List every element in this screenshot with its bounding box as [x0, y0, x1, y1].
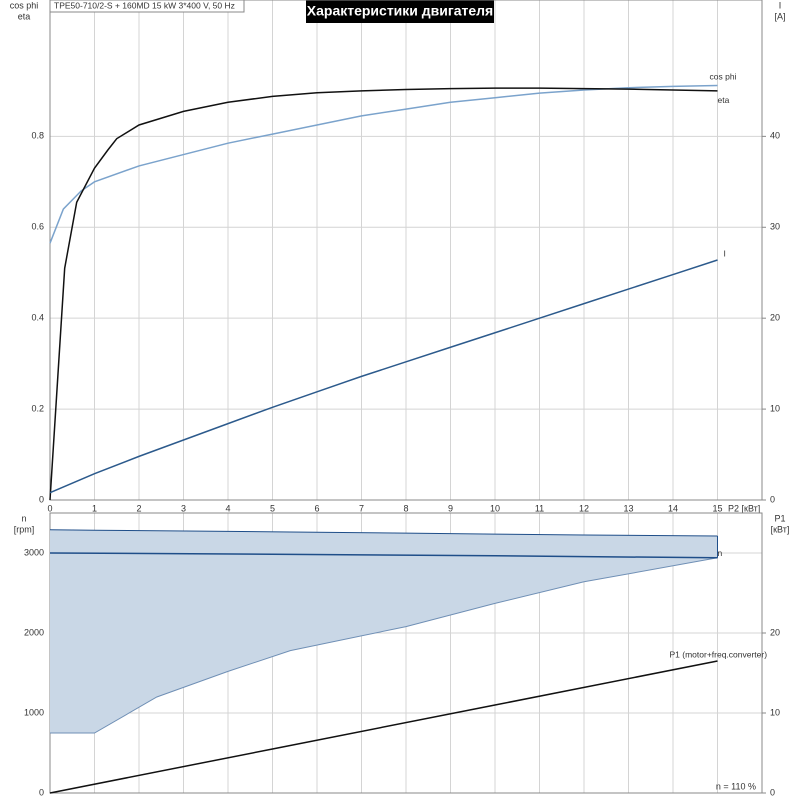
series-label: n [718, 548, 723, 558]
series-line [49, 660, 718, 794]
y-tick-label: 0.2 [31, 403, 44, 413]
y-tick-label: 0.4 [31, 313, 44, 323]
title-box [306, 0, 494, 23]
x-tick-label: 1 [92, 503, 97, 513]
x-tick-label: 14 [668, 503, 678, 513]
x-tick-label: 7 [359, 503, 364, 513]
y-tick-label: 0 [39, 494, 44, 504]
series-line [49, 259, 718, 494]
y-tick-label: 2000 [24, 627, 44, 637]
y-axis-label: [rpm] [14, 524, 35, 534]
y-tick-label: 0.6 [31, 222, 44, 232]
y2-tick-label: 30 [770, 222, 780, 232]
series-label: eta [718, 95, 730, 105]
x-tick-label: 2 [136, 503, 141, 513]
x-tick-label: 12 [579, 503, 589, 513]
y2-tick-label: 0 [770, 787, 775, 797]
y-tick-label: 1000 [24, 707, 44, 717]
y2-axis-label: [A] [774, 11, 785, 21]
band-fill [50, 529, 718, 733]
y2-tick-label: 20 [770, 627, 780, 637]
x-tick-label: 10 [490, 503, 500, 513]
y2-tick-label: 40 [770, 131, 780, 141]
y2-tick-label: 10 [770, 403, 780, 413]
series-label: P1 (motor+freq.converter) [670, 649, 768, 659]
x-tick-label: 3 [181, 503, 186, 513]
x-axis-label: P2 [кВт] [728, 503, 760, 513]
x-tick-label: 5 [270, 503, 275, 513]
x-tick-label: 15 [712, 503, 722, 513]
series-line [49, 84, 718, 244]
series-line [49, 552, 718, 559]
band-lower [50, 557, 718, 734]
series-label: I [724, 248, 726, 258]
x-tick-label: 0 [47, 503, 52, 513]
series-label: cos phi [710, 72, 737, 82]
x-tick-label: 4 [225, 503, 230, 513]
y-tick-label: 0 [39, 787, 44, 797]
x-tick-label: 11 [535, 503, 544, 513]
y-tick-label: 3000 [24, 547, 44, 557]
band-upper [49, 529, 718, 537]
x-tick-label: 13 [623, 503, 633, 513]
chart-title: Характеристики двигателя [307, 3, 493, 19]
y2-tick-label: 20 [770, 313, 780, 323]
plot-frame [49, 0, 763, 501]
y-axis-label: cos phi [10, 0, 39, 10]
x-tick-label: 8 [403, 503, 408, 513]
y2-axis-label: P1 [774, 513, 785, 523]
x-tick-label: 9 [448, 503, 453, 513]
series-line [49, 87, 718, 501]
annotation: n = 110 % [716, 781, 756, 791]
y2-tick-label: 10 [770, 707, 780, 717]
chart-subtitle: TPE50-710/2-S + 160MD 15 kW 3*400 V, 50 … [54, 0, 235, 10]
y2-tick-label: 0 [770, 494, 775, 504]
y-axis-label: n [21, 513, 26, 523]
y-tick-label: 0.8 [31, 131, 44, 141]
y-axis-label: eta [18, 11, 31, 21]
y2-axis-label: [кВт] [771, 524, 790, 534]
x-tick-label: 6 [314, 503, 319, 513]
y2-axis-label: I [779, 0, 782, 10]
